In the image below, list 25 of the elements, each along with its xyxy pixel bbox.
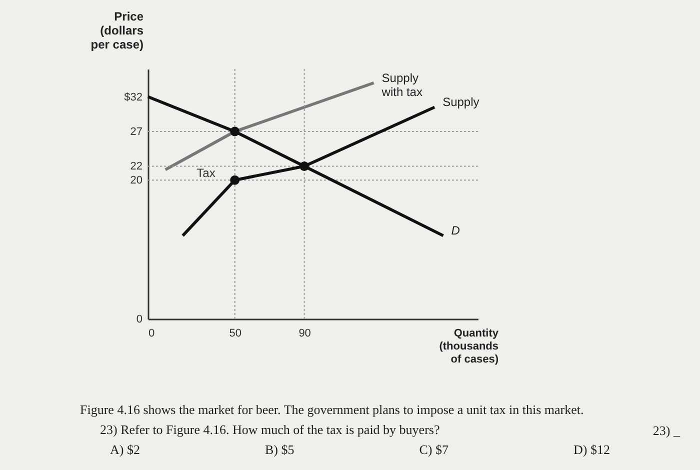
point	[230, 175, 240, 185]
text: D) $12	[574, 442, 610, 458]
x-tick-label: 50	[229, 328, 242, 340]
x-tick-label: 90	[298, 328, 311, 340]
y-axis-title: Price (dollars per case)	[90, 10, 144, 52]
text: C) $7	[419, 442, 448, 458]
text: 23) _	[652, 423, 680, 439]
point	[230, 126, 240, 136]
text: B) $5	[264, 442, 294, 458]
y-tick-label: 20	[130, 174, 142, 187]
y-tick-label: 27	[130, 126, 142, 138]
y-tick-label: 22	[130, 160, 142, 173]
text: A) $2	[110, 442, 140, 458]
series-label: Supply	[442, 95, 480, 110]
series-label: Supply with tax	[380, 70, 422, 99]
y-tick-label: 0	[136, 314, 142, 326]
caption: Figure 4.16 shows the market for beer. The government plans to impose a unit tax in this market.	[80, 402, 585, 418]
x-tick-label: 0	[148, 328, 155, 340]
point	[300, 161, 310, 171]
series-label: D	[451, 224, 460, 238]
x-axis-title: Quantity (thousands of cases)	[439, 328, 500, 366]
line-series	[146, 95, 445, 238]
y-tick-label: $32	[124, 91, 142, 104]
annotation: Tax	[196, 166, 216, 180]
text: 23) Refer to Figure 4.16. How much of the tax is paid by buyers?	[100, 422, 440, 437]
